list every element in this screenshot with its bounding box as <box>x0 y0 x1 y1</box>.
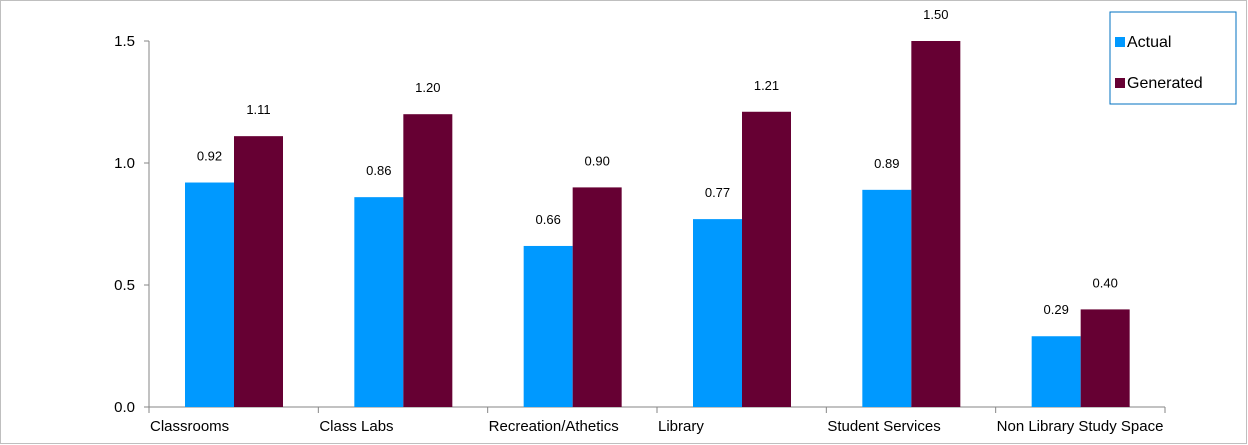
bar-generated-4 <box>911 41 961 407</box>
data-label: 0.66 <box>536 212 561 227</box>
legend-label: Actual <box>1127 34 1171 51</box>
data-label: 1.21 <box>754 78 779 93</box>
data-label: 0.77 <box>705 185 730 200</box>
x-tick-label: Library <box>658 418 704 435</box>
bar-actual-4 <box>862 189 912 407</box>
data-label: 0.40 <box>1093 275 1118 290</box>
legend-swatch <box>1115 78 1125 88</box>
x-tick-label: Classrooms <box>150 418 229 435</box>
data-label: 0.92 <box>197 149 222 164</box>
x-tick-label: Non Library Study Space <box>997 418 1164 435</box>
y-tick-label: 0.0 <box>114 399 135 416</box>
axes: 0.0 0.5 1.0 1.5 <box>114 33 1166 416</box>
legend: Actual Generated <box>1109 11 1237 105</box>
x-tick-label: Student Services <box>827 418 940 435</box>
y-tick-label: 0.5 <box>114 277 135 294</box>
bar-generated-2 <box>572 187 622 407</box>
data-label: 0.89 <box>874 156 899 171</box>
legend-swatch <box>1115 37 1125 47</box>
bar-actual-1 <box>354 197 404 407</box>
x-tick-label: Recreation/Athetics <box>489 418 619 435</box>
bars <box>185 41 1130 407</box>
bar-generated-0 <box>234 136 283 407</box>
data-label: 1.50 <box>923 7 948 22</box>
x-tick-label: Class Labs <box>319 418 393 435</box>
y-tick-label: 1.5 <box>114 33 135 50</box>
bar-actual-5 <box>1031 336 1081 407</box>
bar-generated-5 <box>1080 309 1130 407</box>
data-label: 0.90 <box>585 153 610 168</box>
data-label: 0.86 <box>366 163 391 178</box>
bar-actual-2 <box>523 245 573 407</box>
legend-label: Generated <box>1127 75 1203 92</box>
bar-actual-3 <box>693 219 742 407</box>
bar-generated-1 <box>403 114 453 407</box>
legend-box <box>1109 11 1237 105</box>
bar-actual-0 <box>185 182 234 407</box>
data-label: 1.20 <box>415 80 440 95</box>
data-label: 0.29 <box>1044 302 1069 317</box>
bar-generated-3 <box>742 111 791 407</box>
y-tick-label: 1.0 <box>114 155 135 172</box>
data-label: 1.11 <box>246 102 270 117</box>
labels: Classrooms Class Labs Recreation/Athetics L… <box>150 7 1163 435</box>
